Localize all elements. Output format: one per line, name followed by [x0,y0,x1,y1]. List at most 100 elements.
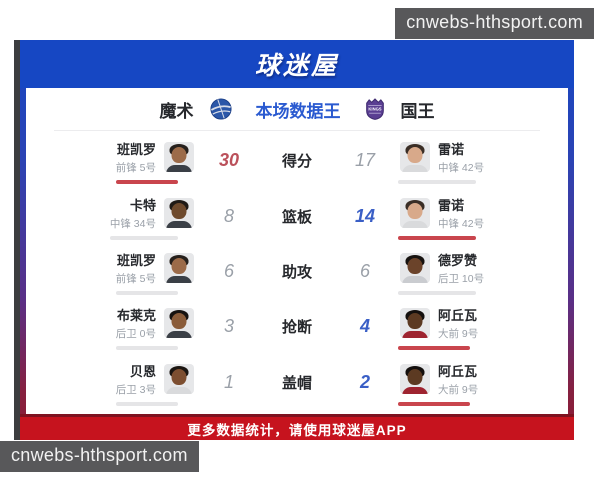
player-position: 后卫 10号 [438,273,485,286]
player-photo [164,253,194,284]
player-left: 贝恩 后卫 3号 [44,357,194,408]
stat-value-right: 2 [359,371,370,392]
avatar-jersey [166,386,192,394]
stat-value-left: 3 [223,316,234,337]
player-position: 中锋 42号 [438,162,485,175]
avatar-face [171,313,187,330]
avatar-face [171,202,187,219]
stat-label: 得分 [281,153,312,171]
stat-label: 抢断 [281,319,312,337]
highlight-bar [398,235,477,240]
player-right: 阿丘瓦 大前 9号 [398,301,550,352]
highlight-bar [115,180,178,185]
player-name: 卡特 [129,197,156,213]
player-photo [400,253,430,284]
avatar-face [407,313,423,330]
highlight-bar [398,401,471,406]
card-body: 魔术 本场数据王 KINGS [20,88,574,440]
watermark-top-right: cnwebs-hthsport.com [395,8,594,39]
player-position: 大前 9号 [438,328,479,341]
player-photo [164,142,194,173]
highlight-bar [398,291,477,296]
stat-value-right: 4 [359,316,370,337]
stat-label: 助攻 [281,264,312,282]
stat-value-right: 6 [359,261,370,282]
stat-label: 盖帽 [281,374,312,392]
promo-text: 更多数据统计，请使用球迷屋APP [187,422,407,438]
kings-logo-text: KINGS [368,107,381,112]
player-photo [400,363,430,394]
player-name: 雷诺 [438,142,465,158]
avatar-face [171,258,187,275]
highlight-bar [115,401,178,406]
stat-value-right: 14 [354,205,376,226]
player-photo [400,142,430,173]
promo-footer: 更多数据统计，请使用球迷屋APP [20,414,574,440]
avatar-face [407,202,423,219]
kings-team-logo-icon: KINGS [365,98,385,120]
stat-rows: 班凯罗 前锋 5号 30 得分 17 [26,131,568,414]
player-name: 雷诺 [438,197,465,213]
avatar-jersey [166,331,192,339]
player-name: 班凯罗 [116,253,156,269]
away-team-name: 国王 [400,101,435,121]
player-position: 前锋 5号 [115,273,156,286]
player-position: 后卫 3号 [115,383,156,396]
stat-row: 班凯罗 前锋 5号 30 得分 17 [44,133,550,188]
avatar-jersey [402,386,428,394]
player-position: 前锋 5号 [115,162,156,175]
avatar-face [171,147,187,164]
player-right: 雷诺 中锋 42号 [398,191,550,242]
avatar-face [407,368,423,385]
player-photo [164,197,194,228]
avatar-face [407,147,423,164]
header-divider [54,130,540,131]
watermark-bottom-left: cnwebs-hthsport.com [0,441,199,472]
avatar-face [171,368,187,385]
stat-label: 篮板 [281,208,312,226]
avatar-jersey [166,165,192,173]
stat-value-right: 17 [354,150,376,171]
player-photo [400,308,430,339]
player-position: 后卫 0号 [115,328,156,341]
card-left-edge [14,40,20,440]
highlight-bar [398,180,477,185]
home-team-name: 魔术 [159,101,194,121]
player-photo [400,197,430,228]
player-left: 卡特 中锋 34号 [44,191,194,242]
highlight-bar [115,291,178,296]
player-name: 贝恩 [129,363,156,379]
player-photo [164,308,194,339]
player-right: 雷诺 中锋 42号 [398,135,550,186]
brand-logo: 球迷屋 [254,52,339,80]
stat-value-left: 6 [223,261,234,282]
card-frame: 球迷屋 魔术 本场数据王 [20,40,574,440]
player-left: 班凯罗 前锋 5号 [44,246,194,297]
stat-value-left: 1 [223,371,234,392]
highlight-bar [115,346,178,351]
player-left: 布莱克 后卫 0号 [44,301,194,352]
app-header: 球迷屋 [20,40,574,88]
highlight-bar [109,235,178,240]
player-right: 阿丘瓦 大前 9号 [398,357,550,408]
player-left: 班凯罗 前锋 5号 [44,135,194,186]
player-photo [164,363,194,394]
stat-value-left: 8 [223,205,234,226]
avatar-jersey [166,276,192,284]
stat-value-left: 30 [218,150,240,171]
player-position: 中锋 34号 [109,217,156,230]
avatar-jersey [402,220,428,228]
avatar-jersey [166,220,192,228]
player-right: 德罗赞 后卫 10号 [398,246,550,297]
player-name: 班凯罗 [116,142,156,158]
matchup-header: 魔术 本场数据王 KINGS [26,88,568,130]
magic-team-logo-icon [209,98,232,120]
player-name: 阿丘瓦 [438,363,478,379]
avatar-face [407,258,423,275]
avatar-jersey [402,276,428,284]
stats-card: 球迷屋 魔术 本场数据王 [14,40,574,440]
stat-row: 布莱克 后卫 0号 3 抢断 4 [44,299,550,354]
player-position: 大前 9号 [438,383,479,396]
player-position: 中锋 42号 [438,217,485,230]
center-title: 本场数据王 [255,101,341,121]
